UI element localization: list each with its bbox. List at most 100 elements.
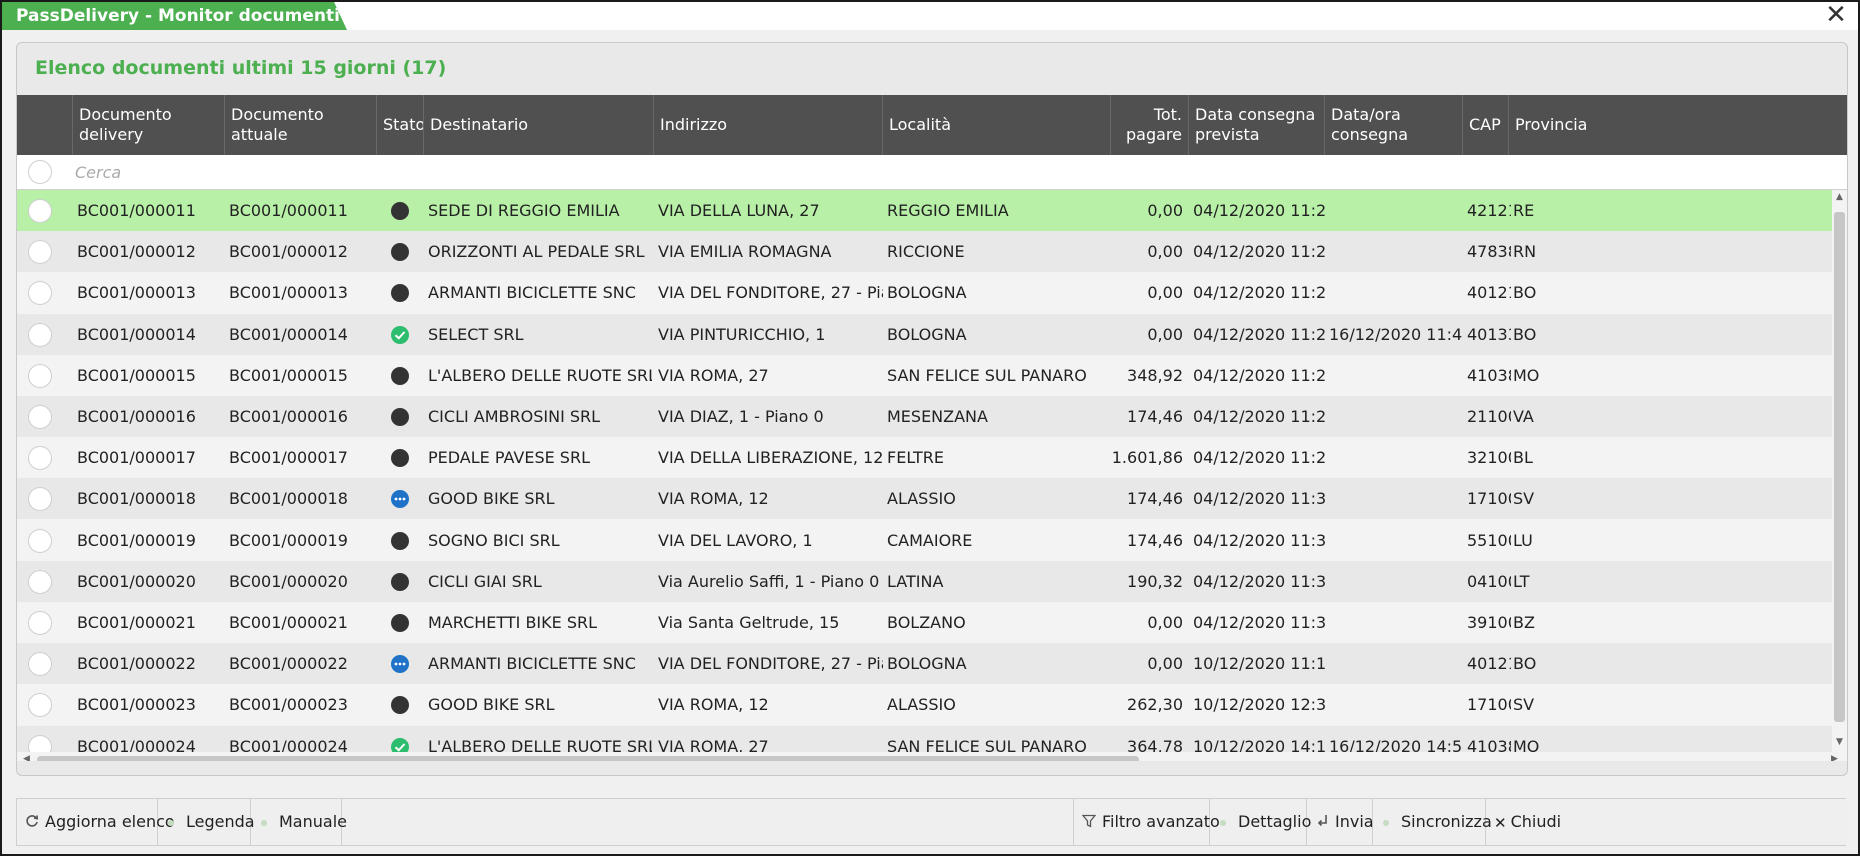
scroll-down-icon[interactable]: ▼ — [1836, 737, 1843, 747]
dettaglio-bullet-icon — [1220, 819, 1226, 826]
status-in-progress-icon — [391, 490, 409, 509]
row-select-toggle[interactable] — [28, 693, 52, 718]
select-all-toggle[interactable] — [28, 160, 52, 184]
search-input[interactable] — [71, 159, 1847, 185]
table-row[interactable]: BC001/000022 BC001/000022 ARMANTI BICICLET… — [17, 643, 1832, 685]
header-provincia[interactable]: Provincia — [1515, 115, 1588, 134]
cell-doc-delivery: BC001/000023 — [77, 695, 196, 715]
aggiorna-elenco-button[interactable]: Aggiorna elenco — [16, 799, 175, 846]
manuale-button[interactable]: Manuale — [251, 799, 347, 845]
header-localita[interactable]: Località — [883, 95, 1111, 155]
legenda-label: Legenda — [186, 812, 255, 831]
row-select-toggle[interactable] — [28, 240, 52, 265]
cell-provincia: BO — [1513, 324, 1537, 344]
header-data-prevista[interactable]: Data consegna prevista — [1189, 95, 1325, 155]
cell-doc-attuale: BC001/000018 — [229, 489, 348, 509]
cell-localita: BOLOGNA — [887, 283, 967, 303]
filtro-avanzato-button[interactable]: Filtro avanzato — [1073, 799, 1220, 845]
close-icon: ✕ — [1494, 813, 1507, 832]
cell-localita: MESENZANA — [887, 407, 988, 426]
header-stato[interactable]: Stato — [377, 95, 424, 155]
cell-doc-attuale: BC001/000021 — [229, 613, 348, 632]
header-doc-attuale[interactable]: Documento attuale — [225, 95, 377, 155]
header-prev-line2: prevista — [1195, 125, 1260, 144]
table-row[interactable]: BC001/000015 BC001/000015 L'ALBERO DELLE R… — [17, 354, 1832, 396]
cell-data-consegna — [1329, 561, 1463, 602]
cell-localita: LATINA — [887, 571, 944, 591]
row-select-toggle[interactable] — [28, 446, 52, 471]
row-select-toggle[interactable] — [28, 528, 52, 553]
grid-header: Documento delivery Documento attuale Sta… — [17, 95, 1847, 155]
table-row[interactable]: BC001/000016 BC001/000016 CICLI AMBROSINI … — [17, 396, 1832, 437]
table-row[interactable]: BC001/000020 BC001/000020 CICLI GIAI SRL Vi… — [17, 560, 1832, 602]
horizontal-scroll-thumb[interactable] — [37, 756, 1139, 761]
table-row[interactable]: BC001/000024 BC001/000024 L'ALBERO DELLE R… — [17, 725, 1832, 761]
cell-cap: 47838 — [1467, 242, 1511, 262]
cell-indirizzo: VIA DELLA LUNA, 27 — [658, 201, 820, 220]
cell-data-prevista: 04/12/2020 11:24 — [1193, 201, 1325, 220]
row-select-toggle[interactable] — [28, 569, 52, 594]
cell-doc-attuale: BC001/000019 — [229, 530, 348, 550]
vertical-scroll-thumb[interactable] — [1834, 212, 1845, 722]
invia-label: Invia — [1335, 812, 1374, 831]
header-cap[interactable]: CAP — [1463, 95, 1509, 155]
row-select-toggle[interactable] — [28, 281, 52, 306]
scroll-up-icon[interactable]: ▲ — [1836, 192, 1843, 202]
cell-doc-attuale: BC001/000016 — [229, 407, 348, 426]
cell-data-prevista: 04/12/2020 11:29 — [1193, 407, 1325, 426]
cell-localita: FELTRE — [887, 448, 945, 468]
cell-tot-pagare: 364,78 — [1127, 736, 1183, 756]
header-tot-pagare[interactable]: Tot. pagare — [1111, 95, 1189, 155]
row-select-toggle[interactable] — [28, 199, 52, 223]
invia-button[interactable]: Invia — [1307, 799, 1374, 845]
table-row[interactable]: BC001/000019 BC001/000019 SOGNO BICI SRL VI… — [17, 519, 1832, 561]
cell-data-consegna — [1329, 437, 1463, 478]
header-indirizzo[interactable]: Indirizzo — [654, 95, 883, 155]
row-select-toggle[interactable] — [28, 652, 52, 677]
chiudi-button[interactable]: ✕ Chiudi — [1486, 799, 1561, 845]
legenda-button[interactable]: Legenda — [158, 799, 255, 845]
table-row[interactable]: BC001/000021 BC001/000021 MARCHETTI BIKE S… — [17, 602, 1832, 643]
scroll-left-icon[interactable]: ◀ — [23, 754, 30, 761]
cell-cap: 17100 — [1467, 695, 1511, 715]
filtro-label: Filtro avanzato — [1102, 812, 1220, 831]
table-row[interactable]: BC001/000018 BC001/000018 GOOD BIKE SRL VIA… — [17, 478, 1832, 520]
cell-indirizzo: VIA ROMA, 27 — [658, 736, 769, 756]
header-destinatario[interactable]: Destinatario — [424, 95, 654, 155]
header-data-consegna[interactable]: Data/ora consegna — [1325, 95, 1463, 155]
cell-provincia: BO — [1513, 283, 1537, 303]
cell-localita: REGGIO EMILIA — [887, 201, 1009, 220]
row-select-toggle[interactable] — [28, 363, 52, 388]
row-select-toggle[interactable] — [28, 405, 52, 429]
cell-data-prevista: 10/12/2020 14:13 — [1193, 736, 1325, 756]
cell-doc-attuale: BC001/000012 — [229, 242, 348, 262]
header-doc-delivery[interactable]: Documento delivery — [73, 95, 225, 155]
horizontal-scrollbar[interactable]: ◀ ▶ — [17, 752, 1847, 761]
table-row[interactable]: BC001/000011 BC001/000011 SEDE DI REGGIO E… — [17, 190, 1832, 231]
cell-doc-delivery: BC001/000022 — [77, 654, 196, 674]
sincronizza-button[interactable]: Sincronizza — [1373, 799, 1492, 845]
cell-cap: 17100 — [1467, 489, 1511, 509]
row-select-toggle[interactable] — [28, 322, 52, 347]
cell-cap: 41038 — [1467, 365, 1511, 385]
sincronizza-bullet-icon — [1383, 819, 1389, 826]
table-row[interactable]: BC001/000012 BC001/000012 ORIZZONTI AL PED… — [17, 231, 1832, 273]
table-row[interactable]: BC001/000013 BC001/000013 ARMANTI BICICLET… — [17, 272, 1832, 314]
title-bar: PassDelivery - Monitor documenti ✕ — [2, 2, 1858, 30]
cell-data-consegna — [1329, 478, 1463, 519]
cell-doc-delivery: BC001/000016 — [77, 407, 196, 426]
refresh-icon — [25, 800, 39, 846]
cell-indirizzo: VIA DIAZ, 1 - Piano 0 — [658, 407, 824, 426]
row-select-toggle[interactable] — [28, 611, 52, 635]
cell-doc-attuale: BC001/000020 — [229, 571, 348, 591]
table-row[interactable]: BC001/000023 BC001/000023 GOOD BIKE SRL VIA… — [17, 684, 1832, 726]
table-row[interactable]: BC001/000017 BC001/000017 PEDALE PAVESE SR… — [17, 437, 1832, 479]
scroll-right-icon[interactable]: ▶ — [1831, 754, 1838, 761]
documents-grid: Documento delivery Documento attuale Sta… — [17, 95, 1847, 761]
row-select-toggle[interactable] — [28, 487, 52, 512]
close-icon[interactable]: ✕ — [1825, 0, 1847, 30]
cell-doc-delivery: BC001/000024 — [77, 736, 196, 756]
table-row[interactable]: BC001/000014 BC001/000014 SELECT SRL VIA PI… — [17, 313, 1832, 355]
dettaglio-button[interactable]: Dettaglio — [1210, 799, 1311, 845]
vertical-scrollbar[interactable]: ▲ ▼ — [1832, 190, 1847, 752]
